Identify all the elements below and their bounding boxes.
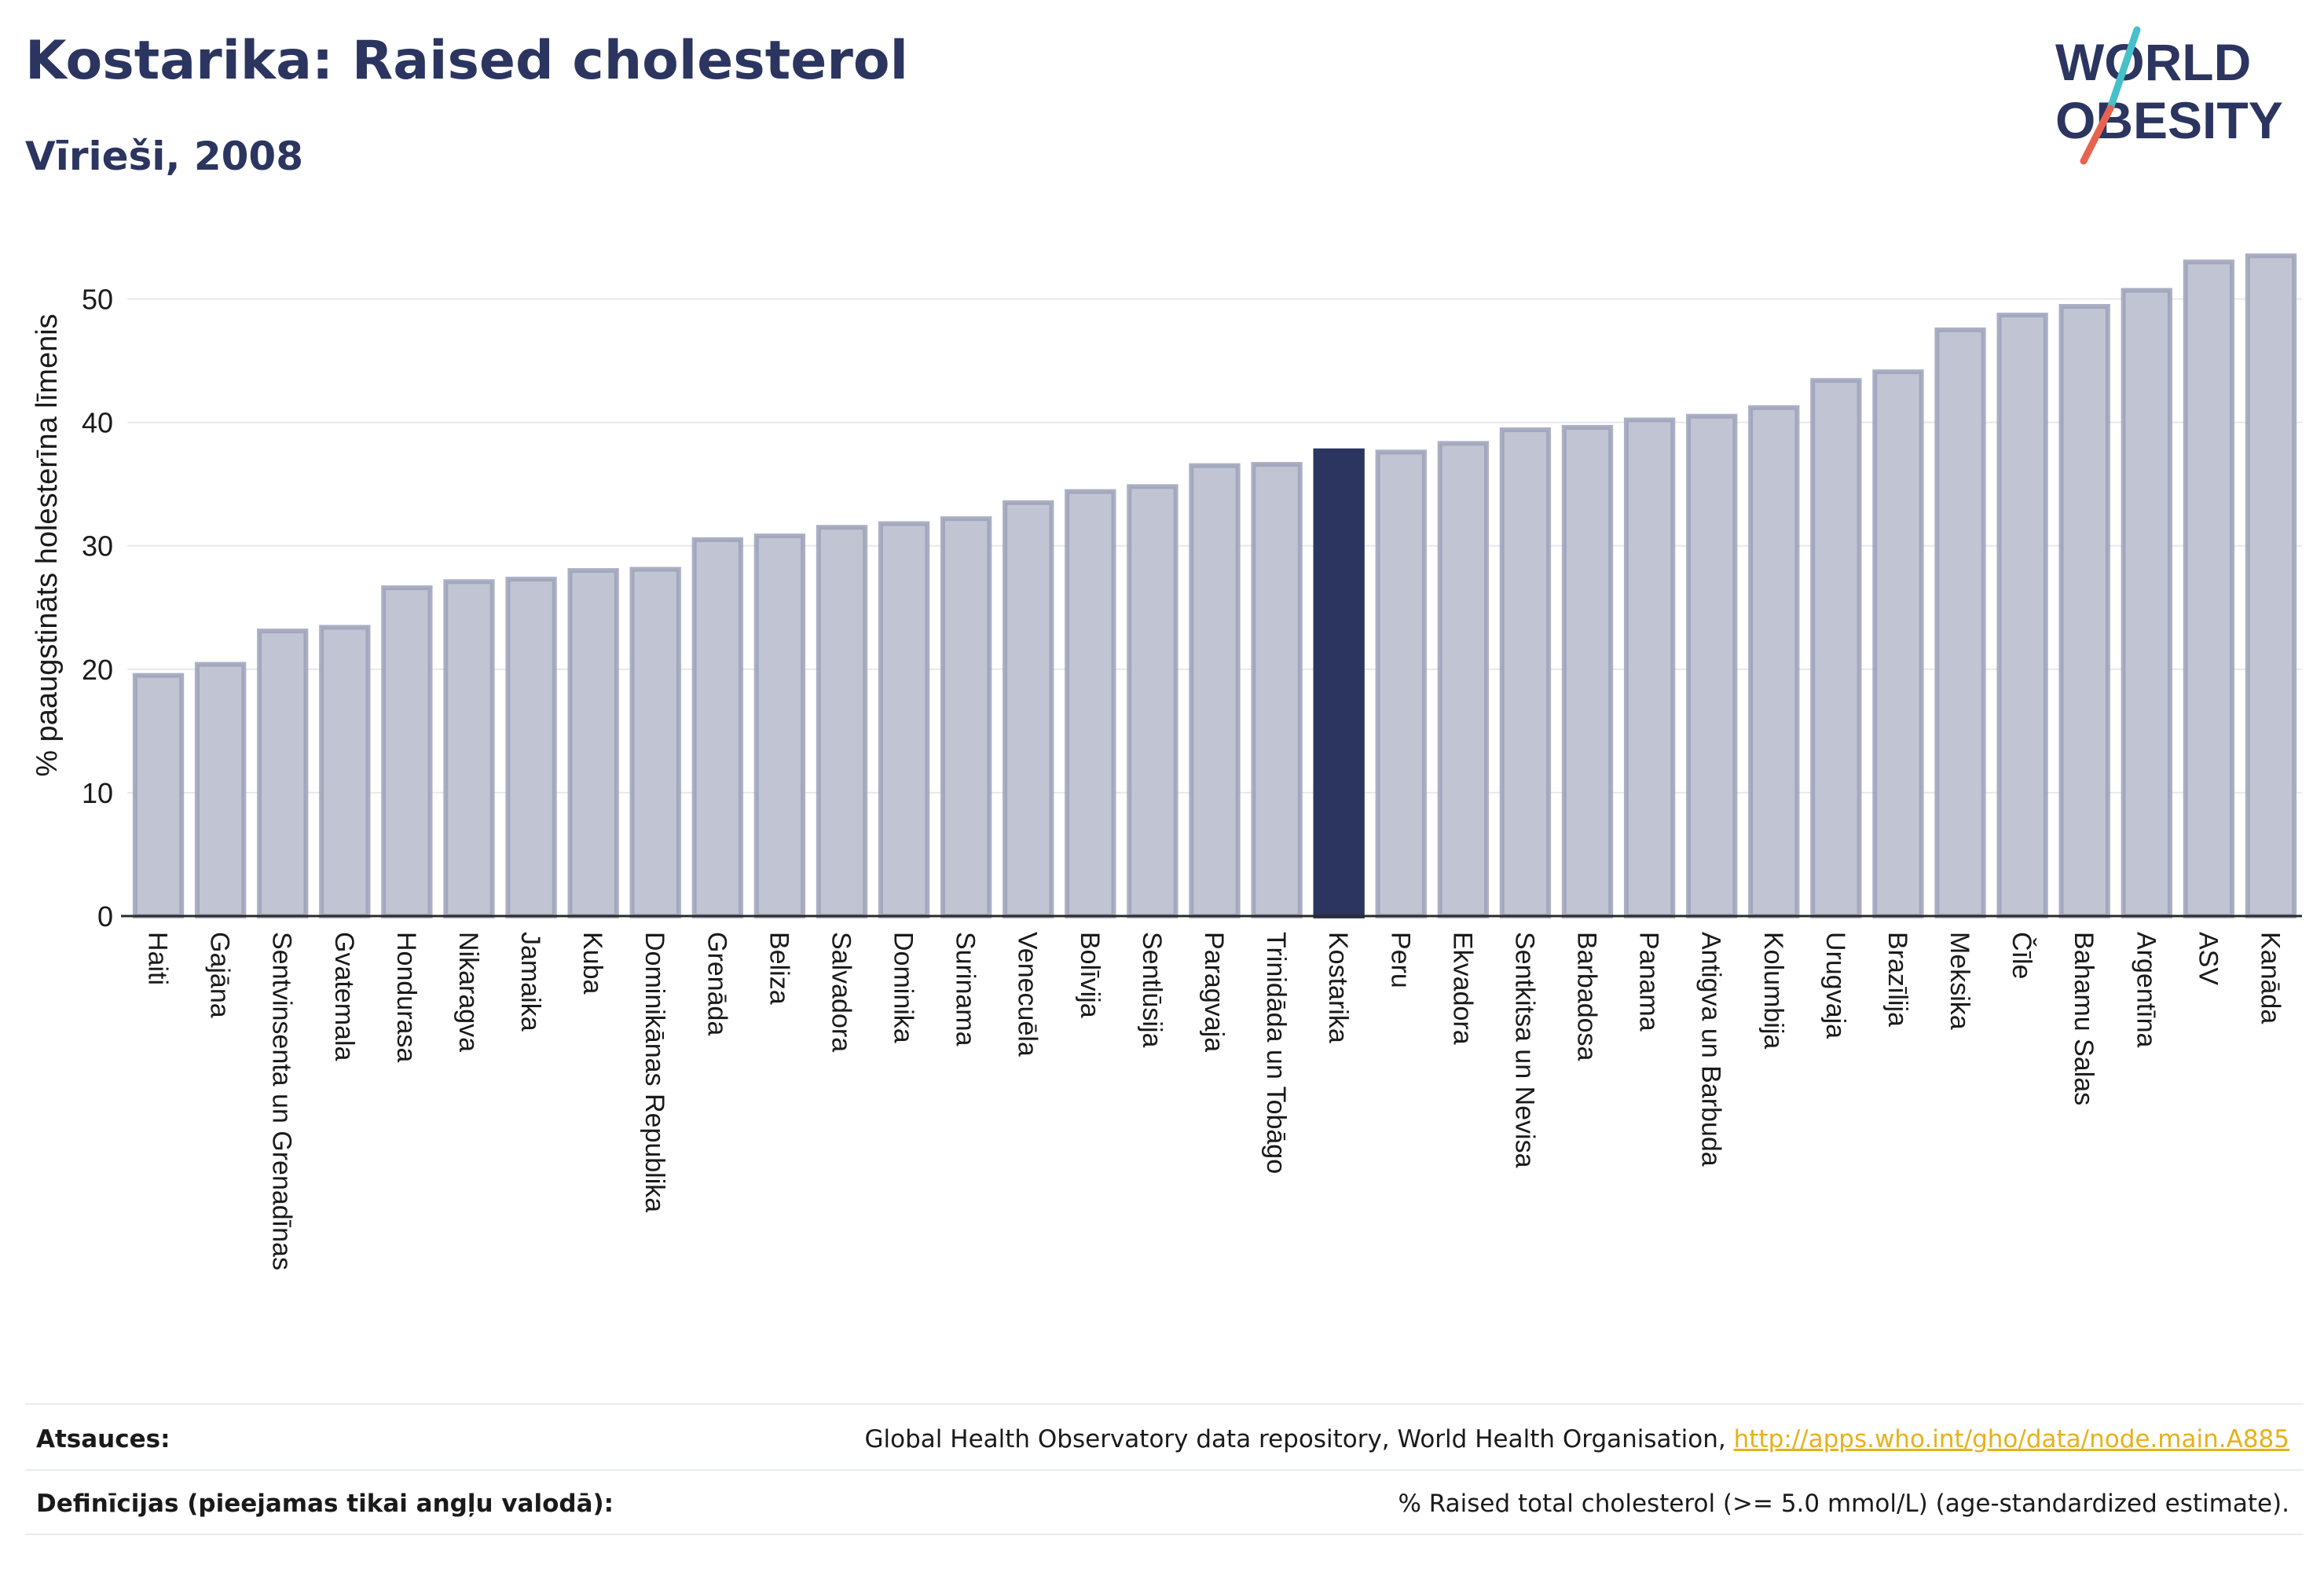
bar-19 xyxy=(1251,462,1303,918)
logo-slash-bottom xyxy=(2080,104,2114,165)
bar-10 xyxy=(691,537,743,918)
bar-13 xyxy=(878,521,930,919)
x-tick-label: Kolumbija xyxy=(1758,932,1788,1049)
bar-31 xyxy=(1996,312,2048,918)
y-axis-title: % paaugstināts holesterīna līmenis xyxy=(31,313,64,776)
bar-9 xyxy=(629,566,681,918)
y-tick-label: 50 xyxy=(82,284,113,316)
x-tick-label: Kuba xyxy=(577,932,607,994)
x-tick-label: Panama xyxy=(1634,932,1664,1032)
x-tick-label: Beliza xyxy=(764,932,794,1005)
x-tick-label: Čīle xyxy=(2007,932,2036,979)
bars xyxy=(132,253,2297,919)
y-tick-label: 0 xyxy=(97,900,113,933)
bar-22 xyxy=(1437,441,1489,918)
definitions-value: % Raised total cholesterol (>= 5.0 mmol/… xyxy=(1398,1490,2289,1518)
bar-11 xyxy=(753,533,806,918)
x-tick-label: Gajāna xyxy=(205,932,235,1018)
bar-23 xyxy=(1499,427,1552,918)
x-axis-labels: Haiti Gajāna Sentvinsenta un Grenadīnas Gva… xyxy=(143,932,2286,1270)
y-tick-label: 20 xyxy=(82,654,113,686)
bar-16 xyxy=(1065,489,1116,918)
sources-link[interactable]: http://apps.who.int/gho/data/node.main.A… xyxy=(1733,1425,2289,1453)
bar-20 xyxy=(1313,448,1365,918)
logo-line-1: WORLD xyxy=(2055,33,2251,91)
bar-15 xyxy=(1003,500,1054,918)
x-tick-label: Salvadora xyxy=(826,932,856,1052)
x-tick-label: Meksika xyxy=(1945,932,1974,1030)
x-tick-label: Urugvaja xyxy=(1820,932,1850,1039)
x-tick-label: Haiti xyxy=(143,932,173,985)
bar-14 xyxy=(940,516,992,919)
x-tick-label: Dominika xyxy=(889,932,918,1043)
bar-24 xyxy=(1561,424,1614,918)
bar-chart: 0 10 20 30 40 50 Haiti Gajāna Sentvinsenta un G… xyxy=(31,253,2302,1270)
bar-28 xyxy=(1810,378,1862,918)
x-tick-label: Barbadosa xyxy=(1572,932,1602,1061)
bar-27 xyxy=(1748,405,1800,918)
bar-5 xyxy=(381,585,433,918)
chart-subtitle: Vīrieši, 2008 xyxy=(25,134,304,179)
x-tick-label: Dominikānas Republika xyxy=(640,932,669,1212)
x-tick-label: Sentlūsija xyxy=(1137,932,1167,1048)
bar-26 xyxy=(1686,413,1738,918)
bar-35 xyxy=(2245,253,2297,918)
bar-17 xyxy=(1127,484,1178,918)
bar-33 xyxy=(2121,288,2172,919)
x-tick-label: Grenāda xyxy=(702,932,731,1035)
bar-18 xyxy=(1189,463,1241,918)
x-tick-label: Ekvadora xyxy=(1447,932,1477,1045)
x-tick-label: Sentkitsa un Nevisa xyxy=(1509,932,1539,1168)
x-tick-label: Brazīlija xyxy=(1882,932,1912,1027)
y-tick-label: 40 xyxy=(82,407,113,439)
footer-divider xyxy=(25,1403,2304,1405)
bar-2 xyxy=(194,662,247,918)
bar-34 xyxy=(2183,259,2235,919)
x-tick-label: Hondurasa xyxy=(391,932,421,1062)
bar-8 xyxy=(567,568,619,918)
x-tick-label: Paragvaja xyxy=(1199,932,1229,1052)
sources-value: Global Health Observatory data repositor… xyxy=(865,1425,2289,1453)
x-tick-label: Trinidāda un Tobāgo xyxy=(1261,932,1291,1174)
x-tick-label: Bahamu Salas xyxy=(2069,932,2099,1105)
chart-title: Kostarika: Raised cholesterol xyxy=(25,30,908,92)
y-axis-ticks: 0 10 20 30 40 50 xyxy=(82,284,113,933)
x-tick-label: Argentīna xyxy=(2131,932,2161,1048)
y-tick-label: 30 xyxy=(82,530,113,563)
x-tick-label: Venecuēla xyxy=(1013,932,1043,1057)
sources-text: Global Health Observatory data repositor… xyxy=(864,1425,1734,1453)
x-tick-label: Gvatemala xyxy=(329,932,359,1061)
bar-6 xyxy=(443,579,495,918)
bar-12 xyxy=(816,525,868,918)
x-tick-label: Sentvinsenta un Grenadīnas xyxy=(267,932,297,1270)
sources-label: Atsauces: xyxy=(36,1425,170,1453)
footer-divider xyxy=(25,1534,2304,1535)
definitions-label: Definīcijas (pieejamas tikai angļu valod… xyxy=(36,1490,614,1518)
bar-29 xyxy=(1872,369,1924,919)
bar-30 xyxy=(1934,327,1986,918)
x-tick-label: ASV xyxy=(2193,932,2223,985)
x-tick-label: Surinama xyxy=(951,932,981,1046)
world-obesity-logo: WORLD OBESITY xyxy=(2055,26,2283,165)
bar-1 xyxy=(132,673,185,918)
bar-4 xyxy=(319,625,371,918)
x-tick-label: Kostarika xyxy=(1323,932,1353,1043)
bar-25 xyxy=(1623,417,1676,918)
footer-divider xyxy=(25,1469,2304,1471)
x-tick-label: Bolīvija xyxy=(1075,932,1105,1018)
x-tick-label: Peru xyxy=(1385,932,1415,988)
x-tick-label: Jamaika xyxy=(515,932,545,1032)
bar-7 xyxy=(505,577,557,919)
x-tick-label: Kanāda xyxy=(2255,932,2285,1024)
bar-3 xyxy=(257,629,309,918)
x-tick-label: Antigva un Barbuda xyxy=(1696,932,1726,1167)
logo-slash-top xyxy=(2106,26,2141,112)
bar-32 xyxy=(2058,303,2110,919)
bar-21 xyxy=(1375,449,1427,918)
y-tick-label: 10 xyxy=(82,777,113,809)
x-tick-label: Nikaragva xyxy=(453,932,483,1052)
